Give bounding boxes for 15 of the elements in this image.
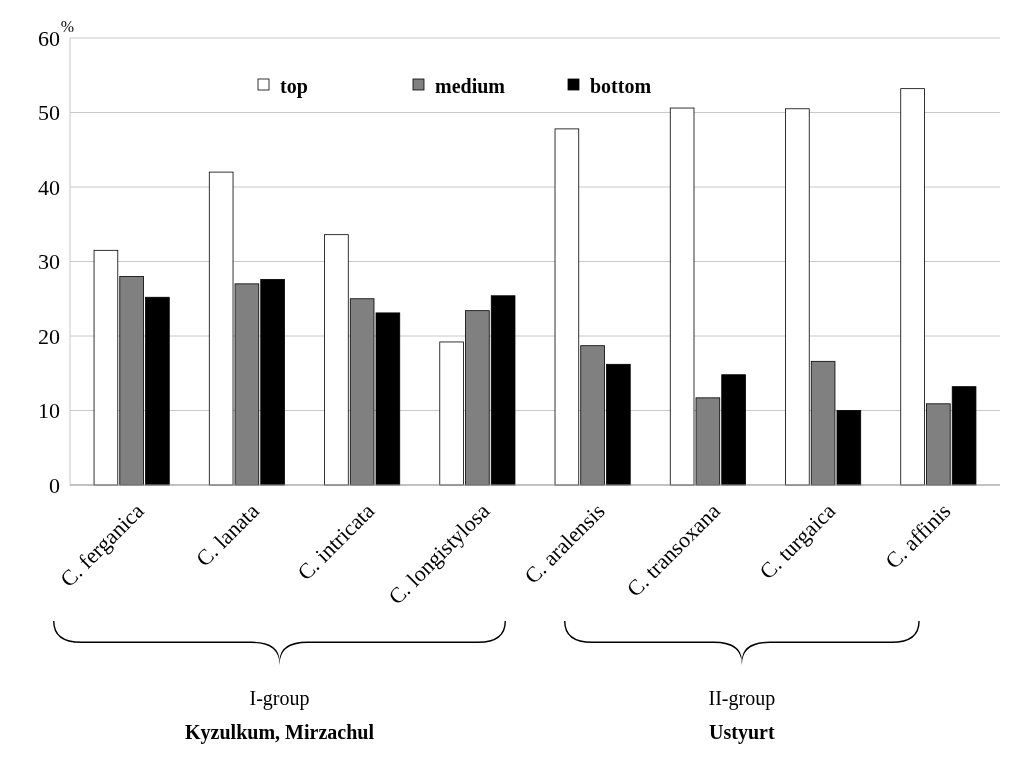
y-tick-label: 60 <box>38 25 60 51</box>
text: Kyzulkum, Mirzachul <box>185 721 375 744</box>
y-tick-label: 10 <box>38 398 60 424</box>
text: I-group <box>249 687 310 710</box>
y-tick-label: 30 <box>38 249 60 275</box>
y-tick-label: 20 <box>38 323 60 349</box>
legend-label: bottom <box>590 75 652 97</box>
y-axis-title: % <box>60 18 74 35</box>
legend-label: top <box>280 75 308 98</box>
y-tick-label: 40 <box>38 174 60 200</box>
legend-label: medium <box>435 75 506 97</box>
text: II-group <box>708 687 776 710</box>
y-tick-label: 0 <box>49 472 60 498</box>
text: Ustyurt <box>709 721 775 744</box>
y-tick-label: 50 <box>38 100 60 126</box>
